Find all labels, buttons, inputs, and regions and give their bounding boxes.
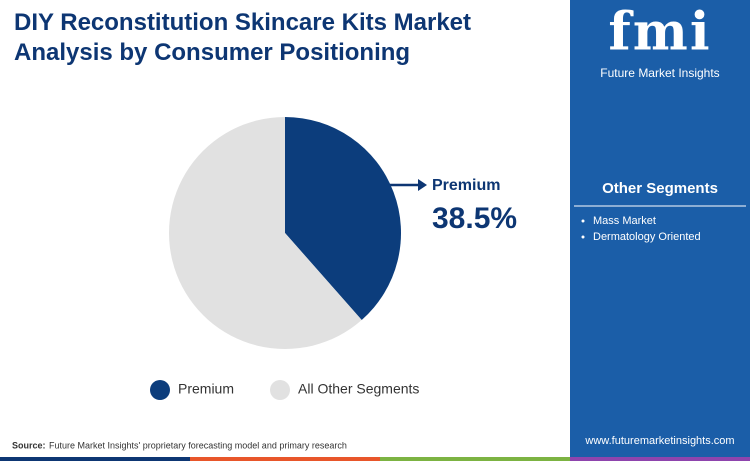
callout-value: 38.5% <box>432 202 517 235</box>
side-panel <box>570 0 750 461</box>
pie-slice <box>168 117 362 350</box>
legend-swatch <box>150 380 170 400</box>
website: www.futuremarketinsights.com <box>584 435 734 447</box>
chart-title: DIY Reconstitution Skincare Kits Market … <box>14 9 472 66</box>
callout-arrowhead <box>418 179 427 191</box>
source-text: Future Market Insights' proprietary fore… <box>49 440 347 450</box>
bottom-stripe <box>0 457 750 461</box>
logo-name: Future Market Insights <box>600 66 719 80</box>
source-label: Source: <box>12 440 46 450</box>
legend-swatch <box>270 380 291 400</box>
callout-category: Premium <box>432 177 500 194</box>
bullet <box>581 219 585 223</box>
logo-mark: fmi <box>608 2 711 63</box>
panel-heading: Other Segments <box>602 180 718 197</box>
legend-label: Premium <box>178 381 234 397</box>
bullet <box>581 235 585 239</box>
legend-label: All Other Segments <box>298 381 419 397</box>
pie-slice <box>285 117 401 321</box>
title-box: DIY Reconstitution Skincare Kits Market … <box>14 9 472 66</box>
panel-item: Mass Market <box>593 215 656 227</box>
panel-item: Dermatology Oriented <box>593 231 701 243</box>
